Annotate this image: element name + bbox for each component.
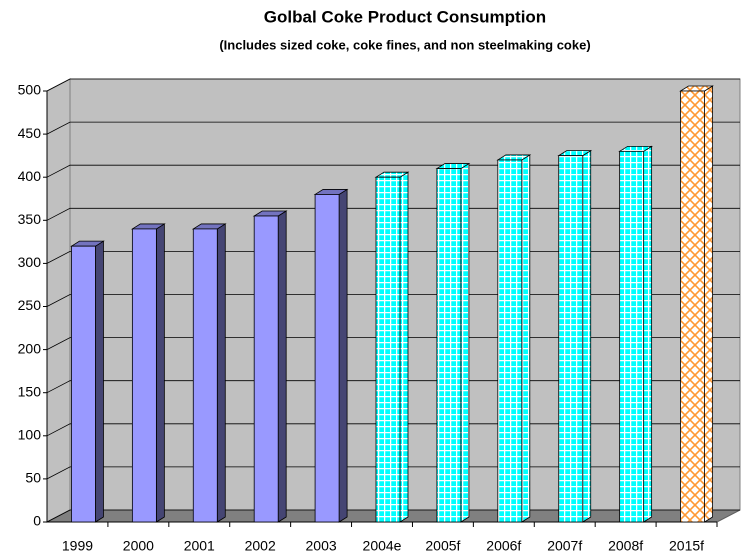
x-tick-label: 2000 bbox=[123, 538, 154, 554]
x-tick-label: 2001 bbox=[184, 538, 215, 554]
bar-side bbox=[277, 210, 287, 523]
y-tick-label: 200 bbox=[18, 340, 42, 356]
bar bbox=[680, 90, 705, 523]
bar bbox=[375, 176, 401, 523]
bar bbox=[314, 194, 340, 523]
x-tick-label: 2006f bbox=[486, 538, 521, 554]
bar bbox=[71, 245, 96, 523]
x-tick-label: 2003 bbox=[306, 538, 337, 554]
bar bbox=[619, 150, 645, 523]
bar-side bbox=[95, 240, 104, 523]
y-tick-label: 100 bbox=[18, 427, 42, 443]
y-tick-label: 450 bbox=[18, 125, 42, 141]
y-tick-label: 50 bbox=[25, 470, 41, 486]
x-tick-label: 2015f bbox=[669, 538, 704, 554]
bar-side bbox=[460, 162, 470, 523]
y-tick-label: 350 bbox=[18, 211, 42, 227]
bar-side bbox=[643, 145, 653, 523]
grid-line bbox=[46, 121, 740, 135]
x-tick-label: 2008f bbox=[608, 538, 643, 554]
chart-subtitle: (Includes sized coke, coke fines, and no… bbox=[219, 37, 590, 52]
grid-line bbox=[46, 78, 740, 92]
y-tick-label: 0 bbox=[33, 513, 41, 529]
x-tick-label: 1999 bbox=[62, 538, 93, 554]
y-tick-label: 300 bbox=[18, 254, 42, 270]
bar bbox=[253, 215, 279, 523]
bar bbox=[192, 228, 218, 523]
bar bbox=[558, 155, 584, 523]
bar-side bbox=[521, 154, 531, 523]
x-tick-label: 2005f bbox=[425, 538, 460, 554]
x-tick-label: 2004e bbox=[363, 538, 402, 554]
x-tick-label: 2002 bbox=[245, 538, 276, 554]
bar-side bbox=[338, 188, 348, 523]
y-tick-label: 500 bbox=[18, 82, 42, 98]
y-tick-label: 250 bbox=[18, 297, 42, 313]
bar-side bbox=[216, 223, 226, 523]
chart-title: Golbal Coke Product Consumption bbox=[264, 7, 546, 26]
y-tick-label: 400 bbox=[18, 168, 42, 184]
x-tick-label: 2007f bbox=[547, 538, 582, 554]
bar-side bbox=[582, 149, 592, 523]
bar bbox=[436, 168, 462, 523]
bar bbox=[131, 228, 157, 523]
bar-side bbox=[399, 171, 409, 523]
bar bbox=[497, 159, 523, 523]
y-tick-label: 150 bbox=[18, 383, 42, 399]
bar-side bbox=[155, 223, 165, 523]
bar-side bbox=[704, 85, 713, 523]
